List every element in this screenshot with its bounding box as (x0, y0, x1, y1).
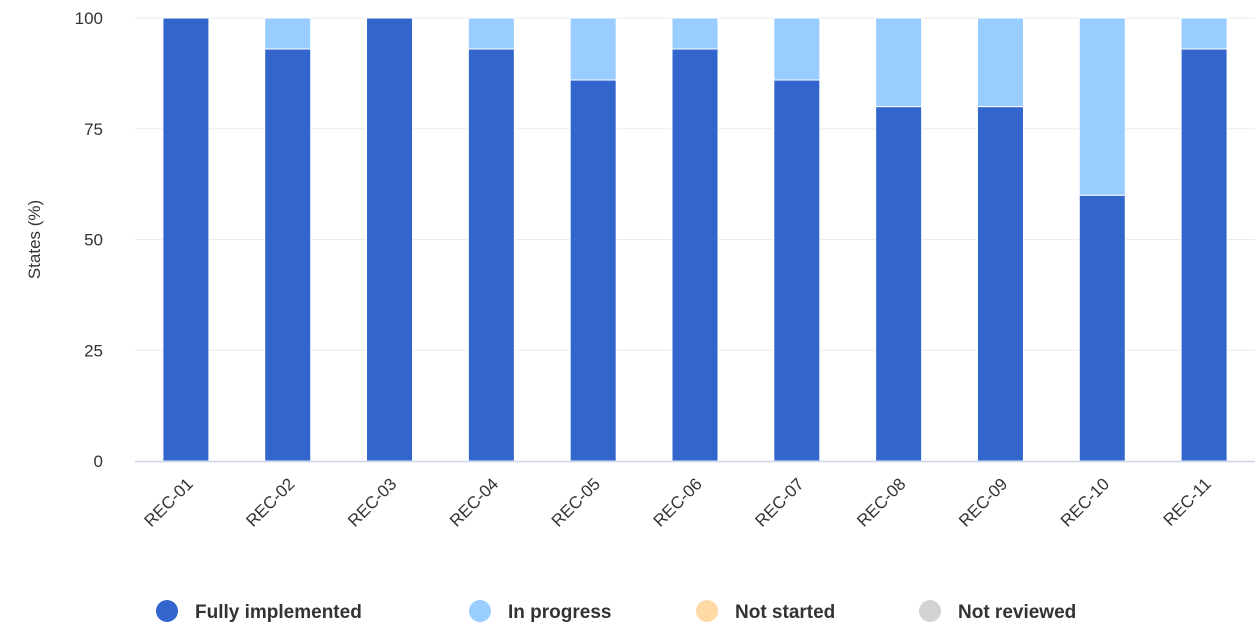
legend-label: Fully implemented (195, 602, 362, 623)
x-tick-label: REC-03 (344, 474, 400, 530)
bar-rec-09-series-1 (976, 17, 1024, 108)
legend-marker-icon (919, 600, 941, 622)
bar-rec-10-series-1 (1078, 17, 1126, 196)
bar-rec-04-series-0 (467, 48, 515, 462)
axes: 0 25 50 75 100 States (%) REC-01 REC-02 REC-03 RE… (25, 9, 1255, 531)
bar-rec-09-series-0 (976, 106, 1024, 462)
bar-rec-07-series-0 (773, 79, 821, 462)
y-tick-label: 75 (84, 120, 103, 139)
x-tick-label: REC-05 (548, 474, 604, 530)
bar-series (162, 17, 1228, 462)
legend-marker-icon (469, 600, 491, 622)
legend-label: Not started (735, 602, 835, 623)
x-tick-label: REC-08 (853, 474, 909, 530)
bar-rec-01-series-0 (162, 17, 210, 462)
y-tick-label: 25 (84, 341, 103, 360)
legend-marker-icon (156, 600, 178, 622)
bar-rec-02-series-0 (264, 48, 312, 462)
y-axis-title: States (%) (25, 200, 44, 279)
y-tick-label: 50 (84, 231, 103, 250)
legend-item: Fully implemented (156, 600, 362, 623)
legend-marker-icon (696, 600, 718, 622)
x-tick-label: REC-06 (650, 474, 706, 530)
x-tick-label: REC-10 (1057, 474, 1113, 530)
legend-item: Not reviewed (919, 600, 1076, 623)
bar-rec-06-series-0 (671, 48, 719, 462)
bar-rec-11-series-1 (1180, 17, 1228, 50)
legend-item: Not started (696, 600, 835, 623)
x-tick-label: REC-02 (242, 474, 298, 530)
bar-rec-08-series-1 (875, 17, 923, 108)
bar-rec-05-series-0 (569, 79, 617, 462)
legend-label: Not reviewed (958, 602, 1076, 623)
y-tick-label: 0 (94, 452, 103, 471)
bar-rec-06-series-1 (671, 17, 719, 50)
legend-item: In progress (469, 600, 611, 623)
y-tick-label: 100 (75, 9, 103, 28)
bar-rec-11-series-0 (1180, 48, 1228, 462)
bar-rec-07-series-1 (773, 17, 821, 81)
legend: Fully implemented In progress Not started N… (156, 600, 1076, 623)
x-tick-label: REC-11 (1160, 474, 1215, 529)
bar-rec-04-series-1 (467, 17, 515, 50)
bar-rec-05-series-1 (569, 17, 617, 81)
bar-rec-08-series-0 (875, 106, 923, 462)
bar-rec-02-series-1 (264, 17, 312, 50)
x-tick-label: REC-09 (955, 474, 1011, 530)
x-tick-label: REC-04 (446, 474, 502, 530)
bar-rec-03-series-0 (366, 17, 414, 462)
bar-rec-10-series-0 (1078, 194, 1126, 462)
x-tick-label: REC-01 (141, 474, 197, 530)
x-tick-label: REC-07 (751, 474, 807, 530)
legend-label: In progress (508, 602, 611, 623)
